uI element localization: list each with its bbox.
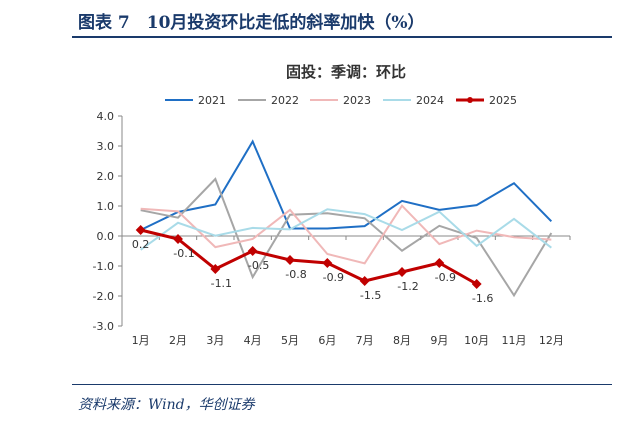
- series-line-2024: [140, 208, 552, 251]
- data-label: -1.1: [211, 277, 232, 290]
- x-tick-label: 11月: [502, 334, 527, 347]
- data-label: -1.2: [397, 280, 418, 293]
- footer-divider: [72, 384, 612, 385]
- data-point: [210, 264, 221, 274]
- data-label: -0.1: [173, 247, 194, 260]
- source-note: 资料来源：Wind，华创证券: [78, 397, 255, 413]
- data-label: 0.2: [132, 238, 150, 251]
- data-point: [135, 225, 146, 235]
- y-tick-label: -2.0: [93, 290, 114, 303]
- legend-label-2022: 2022: [271, 94, 299, 107]
- legend-label-2021: 2021: [198, 94, 226, 107]
- chart-title: 固投：季调：环比: [286, 63, 406, 81]
- data-label: -1.6: [472, 292, 493, 305]
- data-label: -0.5: [248, 259, 269, 272]
- x-tick-label: 9月: [430, 334, 448, 347]
- series-line-2021: [140, 139, 553, 231]
- y-tick-label: 0.0: [97, 230, 115, 243]
- legend-label-2023: 2023: [343, 94, 371, 107]
- x-tick-label: 8月: [393, 334, 411, 347]
- data-point: [359, 276, 370, 286]
- legend-label-2025: 2025: [489, 94, 517, 107]
- x-tick-label: 6月: [318, 334, 336, 347]
- x-tick-label: 5月: [281, 334, 299, 347]
- x-tick-label: 3月: [206, 334, 224, 347]
- data-point: [247, 246, 258, 256]
- y-tick-label: 2.0: [97, 170, 115, 183]
- legend-label-2024: 2024: [416, 94, 444, 107]
- data-label: -1.5: [360, 289, 381, 302]
- y-tick-label: 3.0: [97, 140, 115, 153]
- data-label: -0.8: [285, 268, 306, 281]
- data-label: -0.9: [435, 271, 456, 284]
- data-point: [173, 234, 183, 244]
- x-tick-label: 4月: [244, 334, 262, 347]
- series-line-2025: [140, 228, 478, 286]
- data-label: -0.9: [323, 271, 344, 284]
- y-tick-label: -3.0: [93, 320, 114, 333]
- y-tick-label: -1.0: [93, 260, 114, 273]
- data-point: [322, 258, 333, 268]
- line-chart: 固投：季调：环比 4.0 3.0 2.0 1.0 0.0 -1.0 -2.0 -3.0 1月 2月…: [93, 63, 571, 347]
- figure-title: 图表 7 10月投资环比走低的斜率加快（%）: [78, 13, 425, 33]
- legend-marker: [467, 97, 473, 103]
- x-tick-label: 2月: [169, 334, 187, 347]
- x-tick-label: 1月: [132, 334, 150, 347]
- data-point: [397, 267, 407, 277]
- x-tick-label: 7月: [356, 334, 374, 347]
- y-tick-label: 1.0: [97, 200, 115, 213]
- x-tick-label: 10月: [464, 334, 489, 347]
- series-line-2023: [140, 204, 552, 265]
- y-tick-label: 4.0: [97, 110, 115, 123]
- series-line-2022: [140, 177, 553, 298]
- data-point: [285, 255, 295, 265]
- title-divider: [72, 36, 612, 38]
- x-tick-label: 12月: [539, 334, 564, 347]
